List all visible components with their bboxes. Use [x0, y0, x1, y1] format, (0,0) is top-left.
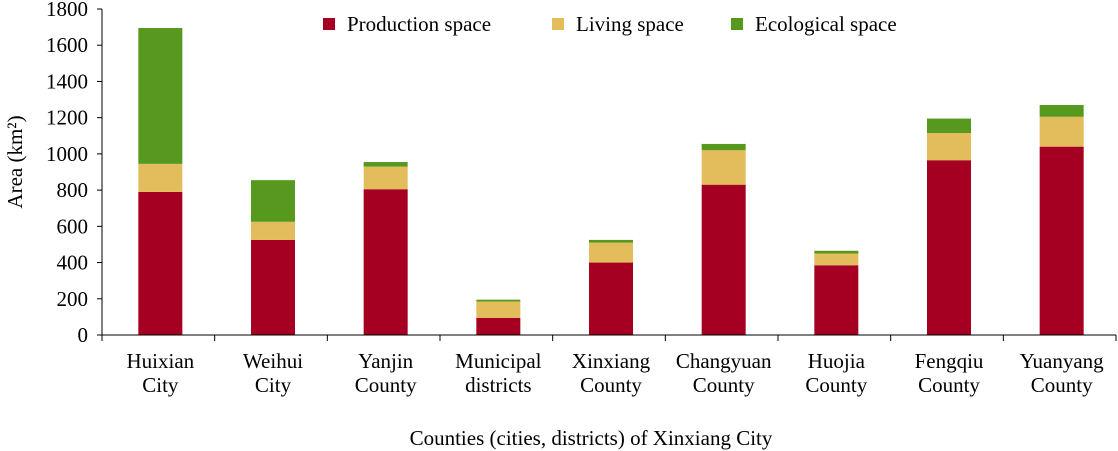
x-category-label: Huixian City [127, 349, 195, 397]
bar-segment-production-space [251, 239, 295, 335]
legend: Production space Living space Ecological s… [323, 12, 897, 36]
x-category-label: Fengqiu County [915, 349, 984, 397]
y-tick-label: 400 [57, 251, 89, 275]
legend-label: Living space [576, 12, 684, 36]
bar-segment-living-space [589, 242, 633, 263]
bar-segment-ecological-space [814, 250, 859, 254]
x-axis: Huixian City Weihui City Yanjin County Municip… [101, 334, 1117, 397]
y-tick-label: 1400 [46, 69, 88, 93]
y-tick-label: 1000 [46, 142, 88, 166]
x-category-label: Weihui City [243, 349, 303, 397]
bar-segment-ecological-space [701, 143, 746, 151]
x-category-label: Changyuan County [676, 349, 772, 397]
bar-segment-production-space [363, 189, 408, 335]
y-tick-label: 0 [78, 323, 89, 347]
x-category-label: Huojia County [805, 349, 867, 397]
bar-segment-living-space [927, 133, 971, 161]
bar-segment-ecological-space [138, 28, 183, 164]
bar-segment-ecological-space [1039, 104, 1084, 117]
bar-segment-production-space [701, 184, 746, 335]
legend-swatch [552, 18, 564, 30]
bar-segment-production-space [589, 262, 633, 335]
bar-segment-ecological-space [927, 118, 971, 134]
y-tick-label: 1600 [46, 33, 88, 57]
bar-segment-living-space [251, 221, 295, 240]
x-axis-title: Counties (cities, districts) of Xinxiang… [410, 426, 773, 450]
x-category-label: Yanjin County [355, 349, 417, 397]
bar-segment-production-space [814, 265, 859, 335]
bar-segment-production-space [476, 317, 521, 335]
bar-segment-living-space [363, 166, 408, 190]
x-category-label: Xinxiang County [572, 349, 651, 397]
legend-label: Ecological space [755, 12, 897, 36]
y-tick-label: 800 [57, 178, 89, 202]
y-tick-label: 1200 [46, 106, 88, 130]
bar-segment-ecological-space [251, 180, 295, 222]
bar-segment-ecological-space [589, 239, 633, 243]
y-tick-label: 200 [57, 287, 89, 311]
x-category-label: Yuanyang County [1020, 349, 1104, 397]
bar-segment-living-space [814, 253, 859, 266]
legend-swatch [323, 18, 335, 30]
bar-segment-ecological-space [363, 162, 408, 167]
y-tick-label: 600 [57, 214, 89, 238]
x-category-label: Municipal districts [455, 349, 541, 397]
bar-segment-ecological-space [476, 299, 521, 302]
bar-segment-living-space [138, 163, 183, 192]
legend-label: Production space [347, 12, 491, 36]
bar-segment-production-space [1039, 146, 1084, 335]
y-axis-title: Area (km²) [3, 115, 27, 208]
bar-segment-living-space [476, 301, 521, 318]
y-axis: 0 200 400 600 800 1000 1200 1400 1600 1800 [46, 0, 103, 347]
bar-segment-living-space [701, 150, 746, 185]
legend-swatch [731, 18, 743, 30]
bars [138, 28, 1084, 335]
bar-segment-production-space [138, 191, 183, 335]
bar-segment-production-space [927, 160, 971, 335]
y-tick-label: 1800 [46, 0, 88, 21]
bar-segment-living-space [1039, 116, 1084, 147]
